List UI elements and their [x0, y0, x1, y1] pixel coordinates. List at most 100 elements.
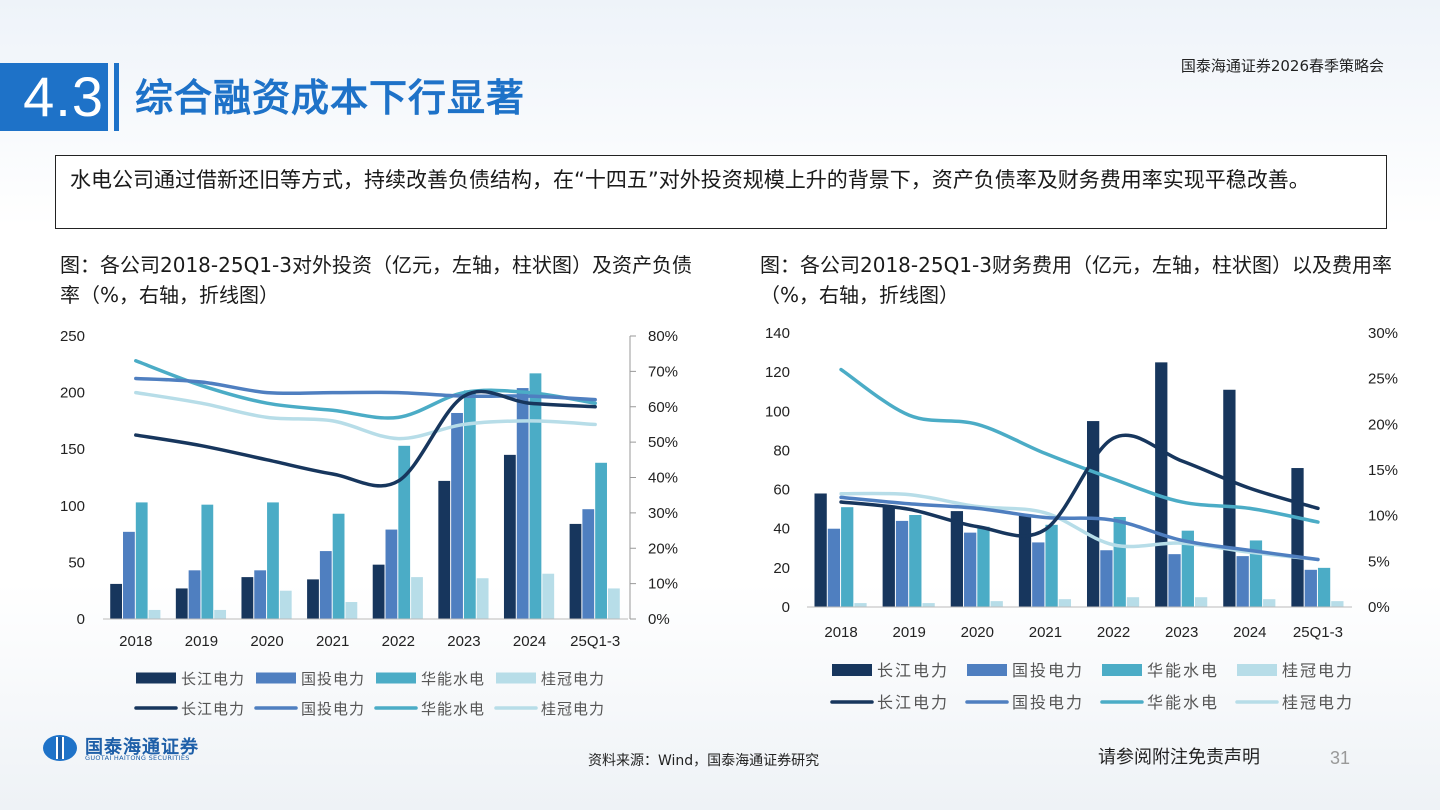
left-chart-bar — [345, 602, 358, 619]
left-chart-y-left-tick: 100 — [60, 498, 85, 515]
right-chart-y-right-tick: 30% — [1368, 325, 1398, 342]
left-chart-bar — [607, 588, 620, 619]
left-chart-bar — [175, 588, 188, 619]
right-chart-y-left-tick: 0 — [782, 599, 790, 616]
right-chart-bar — [882, 507, 895, 607]
data-source: 资料来源：Wind，国泰海通证券研究 — [588, 753, 820, 769]
left-chart-line — [134, 359, 597, 420]
right-chart-line — [839, 367, 1320, 524]
right-chart-line — [839, 433, 1320, 538]
right-chart-bar — [1086, 421, 1100, 607]
left-chart-bar — [188, 570, 201, 619]
right-chart-legend-label: 长江电力 — [877, 661, 949, 680]
left-chart-legend-swatch — [376, 672, 416, 684]
left-chart-legend-label: 国投电力 — [301, 670, 365, 688]
right-chart-legend-label: 桂冠电力 — [1282, 661, 1354, 680]
right-chart-bar — [1263, 599, 1276, 607]
right-chart-bar — [1331, 601, 1344, 607]
page-number: 31 — [1330, 748, 1351, 768]
left-chart-x-tick: 2021 — [316, 633, 349, 650]
left-chart-legend-label: 桂冠电力 — [541, 700, 605, 718]
left-chart: 0 50 100 150 200 250 0% 10% 20% 30% 40% 50% 60% 70% 80… — [60, 328, 678, 718]
right-chart-x-tick: 2023 — [1165, 624, 1198, 641]
title-divider — [114, 63, 119, 131]
right-chart-x-tick: 2024 — [1233, 624, 1266, 641]
right-chart-y-right-tick: 5% — [1368, 553, 1390, 570]
right-chart-y-right-tick: 15% — [1368, 462, 1398, 479]
right-chart-legend-label: 国投电力 — [1012, 661, 1084, 680]
right-chart-y-left-tick: 40 — [773, 521, 790, 538]
left-chart-y-right-tick: 70% — [648, 363, 678, 380]
left-chart-legend-swatch — [256, 672, 296, 684]
left-chart-bar — [148, 609, 161, 619]
left-chart-y-left-tick: 150 — [60, 441, 85, 458]
right-chart-legend-swatch — [967, 664, 1007, 676]
left-chart-bar — [110, 583, 123, 619]
summary-text: 水电公司通过借新还旧等方式，持续改善负债结构，在“十四五”对外投资规模上升的背景… — [70, 168, 1310, 192]
page-title: 综合融资成本下行显著 — [135, 76, 526, 120]
left-chart-bar — [123, 531, 135, 619]
right-chart-y-left-tick: 20 — [773, 560, 790, 577]
right-chart-bar — [1236, 556, 1249, 607]
right-chart-bar — [1168, 554, 1181, 607]
left-chart-bar — [135, 502, 148, 619]
left-chart-bar — [254, 570, 267, 619]
right-chart-legend-label: 国投电力 — [1012, 693, 1084, 712]
left-chart-legend-label: 长江电力 — [181, 700, 245, 718]
right-chart-x-tick: 2020 — [961, 624, 994, 641]
right-chart-legend-label: 华能水电 — [1147, 693, 1219, 712]
left-chart-caption: 图：各公司2018-25Q1-3对外投资（亿元，左轴，柱状图）及资产负债率（%，… — [60, 253, 692, 307]
right-chart-line — [839, 495, 1320, 562]
right-chart-bar — [990, 601, 1003, 607]
right-chart-y-left-tick: 120 — [765, 364, 790, 381]
left-chart-line — [134, 390, 597, 441]
left-chart-bar — [569, 523, 582, 619]
right-chart-legend-swatch — [832, 664, 872, 676]
right-chart-caption: 图：各公司2018-25Q1-3财务费用（亿元，左轴，柱状图）以及费用率（%，右… — [760, 253, 1392, 307]
right-chart-bar — [1058, 599, 1072, 607]
right-chart-y-right-tick: 0% — [1368, 599, 1390, 616]
right-chart-bar — [1249, 540, 1263, 607]
right-chart-bar — [950, 511, 964, 607]
left-chart-bar — [214, 609, 227, 619]
left-chart-bar — [385, 529, 398, 619]
right-chart-y-right-tick: 10% — [1368, 508, 1398, 525]
left-chart-legend-label: 华能水电 — [421, 700, 485, 718]
right-chart-legend-label: 桂冠电力 — [1282, 693, 1354, 712]
left-chart-y-right-tick: 30% — [648, 505, 678, 522]
left-chart-y-right-tick: 20% — [648, 540, 678, 557]
right-chart-y-left-tick: 140 — [765, 325, 790, 342]
right-chart-bar — [909, 515, 922, 607]
right-chart-bar — [1181, 530, 1194, 607]
right-chart-bar — [1018, 515, 1032, 607]
left-chart-legend-swatch — [136, 672, 176, 684]
left-chart-bar — [332, 513, 345, 619]
right-chart-bar — [854, 603, 867, 607]
left-chart-legend-label: 华能水电 — [421, 670, 485, 688]
left-chart-bar — [516, 388, 529, 619]
left-chart-bar — [372, 564, 385, 619]
left-chart-line — [134, 376, 597, 402]
right-chart-bar — [1291, 468, 1304, 607]
left-chart-y-right-tick: 40% — [648, 470, 678, 487]
right-chart-bar — [922, 603, 935, 607]
right-chart-bar — [964, 532, 977, 607]
left-chart-bar — [267, 502, 279, 619]
right-chart-bar — [895, 520, 909, 607]
left-chart-y-right-tick: 60% — [648, 399, 678, 416]
disclaimer-link[interactable]: 请参阅附注免责声明 — [1098, 747, 1260, 768]
left-chart-bar — [503, 454, 516, 619]
left-chart-x-tick: 25Q1-3 — [570, 633, 620, 650]
right-chart-bar — [1194, 597, 1208, 607]
right-chart-bar — [1032, 542, 1045, 607]
left-chart-legend-label: 国投电力 — [301, 700, 365, 718]
right-chart-y-left-tick: 80 — [773, 442, 790, 459]
left-chart-x-tick: 2019 — [185, 633, 218, 650]
left-chart-line — [134, 389, 597, 488]
left-chart-y-left-tick: 250 — [60, 328, 85, 345]
right-chart-y-right-tick: 25% — [1368, 371, 1398, 388]
right-chart-bar — [1045, 524, 1058, 607]
summary-box: 水电公司通过借新还旧等方式，持续改善负债结构，在“十四五”对外投资规模上升的背景… — [55, 155, 1387, 229]
left-chart-y-right-tick: 80% — [648, 328, 678, 345]
right-chart-x-tick: 2019 — [893, 624, 926, 641]
